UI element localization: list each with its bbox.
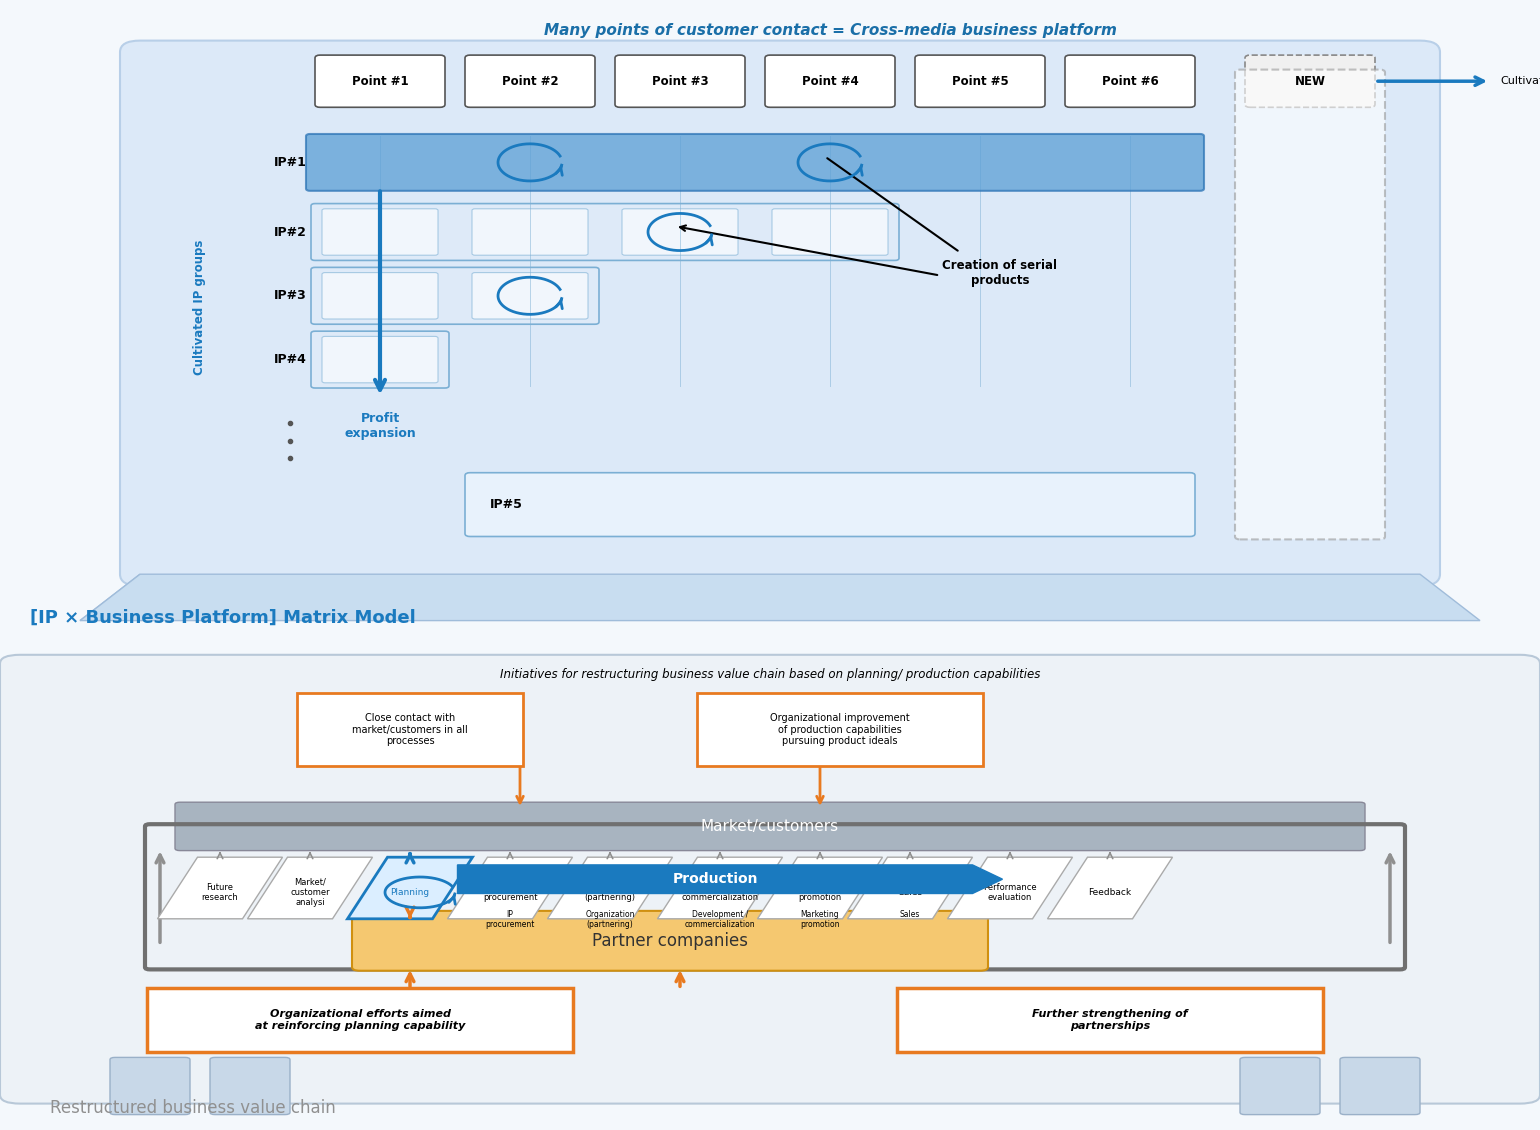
FancyBboxPatch shape (471, 209, 588, 255)
FancyBboxPatch shape (311, 268, 599, 324)
FancyBboxPatch shape (471, 272, 588, 319)
Text: Point #2: Point #2 (502, 75, 559, 88)
Polygon shape (947, 858, 1072, 919)
FancyBboxPatch shape (322, 337, 437, 383)
Text: Organization
(partnering): Organization (partnering) (584, 883, 638, 902)
Text: Marketing
promotion: Marketing promotion (798, 883, 842, 902)
Text: IP
procurement: IP procurement (482, 883, 537, 902)
Text: Creation of serial
products: Creation of serial products (942, 259, 1058, 287)
Text: Market/
customer
analysi: Market/ customer analysi (290, 878, 330, 907)
Polygon shape (1047, 858, 1172, 919)
Text: IP#4: IP#4 (274, 353, 306, 366)
Text: Point #3: Point #3 (651, 75, 708, 88)
Polygon shape (847, 858, 972, 919)
Text: Point #4: Point #4 (802, 75, 858, 88)
FancyBboxPatch shape (322, 209, 437, 255)
FancyBboxPatch shape (322, 272, 437, 319)
Text: Organization
(partnering): Organization (partnering) (585, 910, 634, 929)
FancyBboxPatch shape (1244, 55, 1375, 107)
Text: Point #5: Point #5 (952, 75, 1009, 88)
Text: Future
research: Future research (202, 883, 239, 902)
Text: Development /
commercialization: Development / commercialization (685, 910, 755, 929)
FancyBboxPatch shape (311, 331, 450, 388)
Polygon shape (448, 858, 573, 919)
Text: Production: Production (673, 872, 758, 886)
Text: IP#3: IP#3 (274, 289, 306, 303)
FancyBboxPatch shape (209, 1058, 290, 1114)
Text: Restructured business value chain: Restructured business value chain (49, 1098, 336, 1116)
Text: Organizational efforts aimed
at reinforcing planning capability: Organizational efforts aimed at reinforc… (254, 1009, 465, 1031)
Text: Initiatives for restructuring business value chain based on planning/ production: Initiatives for restructuring business v… (500, 668, 1040, 681)
FancyBboxPatch shape (311, 203, 899, 260)
Text: Further strengthening of
partnerships: Further strengthening of partnerships (1032, 1009, 1187, 1031)
Text: Partner companies: Partner companies (591, 932, 748, 950)
Polygon shape (80, 574, 140, 620)
FancyBboxPatch shape (316, 55, 445, 107)
FancyBboxPatch shape (1240, 1058, 1320, 1114)
Polygon shape (80, 574, 1480, 620)
Text: Planning: Planning (391, 888, 430, 897)
Text: Development /
commercialization: Development / commercialization (681, 883, 759, 902)
FancyBboxPatch shape (1340, 1058, 1420, 1114)
Polygon shape (248, 858, 373, 919)
Text: Organizational improvement
of production capabilities
pursuing product ideals: Organizational improvement of production… (770, 713, 910, 746)
FancyBboxPatch shape (772, 209, 889, 255)
FancyBboxPatch shape (120, 41, 1440, 585)
Text: Profit
expansion: Profit expansion (343, 411, 416, 440)
FancyBboxPatch shape (614, 55, 745, 107)
Text: Marketing
promotion: Marketing promotion (801, 910, 839, 929)
Text: [IP × Business Platform] Matrix Model: [IP × Business Platform] Matrix Model (29, 608, 416, 626)
Polygon shape (658, 858, 782, 919)
Text: Cultivation: Cultivation (1500, 76, 1540, 86)
FancyBboxPatch shape (146, 988, 573, 1052)
FancyBboxPatch shape (465, 472, 1195, 537)
FancyBboxPatch shape (109, 1058, 189, 1114)
Text: Sales: Sales (899, 910, 921, 919)
FancyBboxPatch shape (622, 209, 738, 255)
FancyBboxPatch shape (465, 55, 594, 107)
Polygon shape (758, 858, 882, 919)
Polygon shape (157, 858, 282, 919)
Polygon shape (548, 858, 673, 919)
FancyBboxPatch shape (765, 55, 895, 107)
Text: Feedback: Feedback (1089, 888, 1132, 897)
FancyBboxPatch shape (297, 693, 524, 766)
Polygon shape (348, 858, 473, 919)
FancyBboxPatch shape (306, 134, 1204, 191)
Text: IP#5: IP#5 (490, 498, 524, 511)
Text: IP
procurement: IP procurement (485, 910, 534, 929)
FancyBboxPatch shape (1235, 70, 1384, 539)
Text: Market/customers: Market/customers (701, 819, 839, 834)
FancyBboxPatch shape (896, 988, 1323, 1052)
FancyBboxPatch shape (1066, 55, 1195, 107)
Text: IP#2: IP#2 (274, 226, 306, 238)
Text: Point #1: Point #1 (351, 75, 408, 88)
FancyBboxPatch shape (176, 802, 1364, 851)
Text: IP#1: IP#1 (274, 156, 306, 168)
Text: Close contact with
market/customers in all
processes: Close contact with market/customers in a… (353, 713, 468, 746)
Text: Point #6: Point #6 (1101, 75, 1158, 88)
FancyBboxPatch shape (915, 55, 1046, 107)
Text: Sales: Sales (898, 888, 922, 897)
Text: Many points of customer contact = Cross-media business platform: Many points of customer contact = Cross-… (544, 24, 1116, 38)
FancyBboxPatch shape (698, 693, 983, 766)
Text: NEW: NEW (1295, 75, 1326, 88)
FancyBboxPatch shape (0, 654, 1540, 1104)
Text: Performance
evaluation: Performance evaluation (983, 883, 1036, 902)
Text: Cultivated IP groups: Cultivated IP groups (194, 240, 206, 375)
Polygon shape (457, 864, 1003, 894)
FancyBboxPatch shape (353, 911, 989, 971)
